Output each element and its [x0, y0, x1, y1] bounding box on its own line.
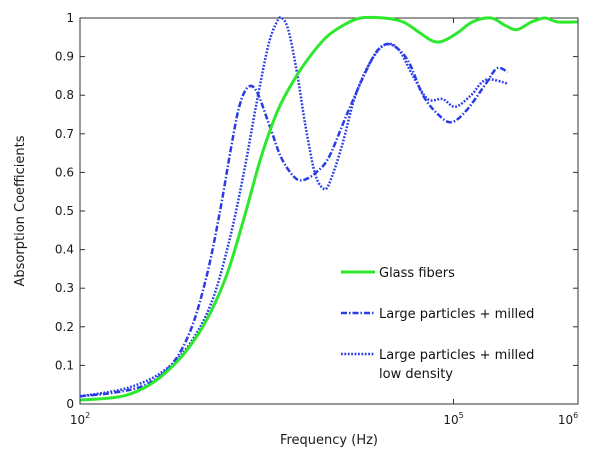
- x-axis-title: Frequency (Hz): [280, 433, 378, 448]
- legend-label-low-density-line2: low density: [379, 367, 453, 382]
- y-tick-label: 0: [66, 397, 74, 411]
- y-tick-label: 0.1: [55, 358, 74, 372]
- series-line-glass-fibers: [79, 15, 579, 402]
- series-layer: [79, 15, 579, 402]
- y-tick-label: 0.9: [55, 50, 74, 64]
- y-tick-label: 0.4: [55, 243, 74, 257]
- plot-area: [79, 17, 579, 405]
- y-tick-label: 1: [66, 11, 74, 25]
- x-axis-ticks: 102 105 106: [70, 18, 579, 427]
- y-axis-ticks: 0 0.1 0.2 0.3 0.4 0.5 0.6 0.7 0.8 0.9 1: [55, 11, 578, 411]
- series-line-large-particles-milled: [79, 42, 509, 398]
- legend-label-large-particles-milled: Large particles + milled: [379, 307, 534, 322]
- y-axis-title: Absorption Coefficients: [13, 135, 28, 286]
- x-tick-label: 105: [443, 411, 463, 427]
- legend-label-glass-fibers: Glass fibers: [379, 266, 455, 281]
- y-tick-label: 0.3: [55, 281, 74, 295]
- y-tick-label: 0.6: [55, 165, 74, 179]
- plot-frame: [79, 17, 579, 405]
- y-tick-label: 0.5: [55, 204, 74, 218]
- series-line-large-particles-milled-low-density: [79, 16, 508, 398]
- legend: Glass fibers Large particles + milled La…: [341, 266, 534, 382]
- legend-label-large-particles-milled-low-density: Large particles + milled: [379, 348, 534, 363]
- y-tick-label: 0.8: [55, 88, 74, 102]
- y-tick-label: 0.2: [55, 320, 74, 334]
- x-tick-label: 106: [558, 411, 578, 427]
- y-tick-label: 0.7: [55, 127, 74, 141]
- x-tick-label: 102: [70, 411, 90, 427]
